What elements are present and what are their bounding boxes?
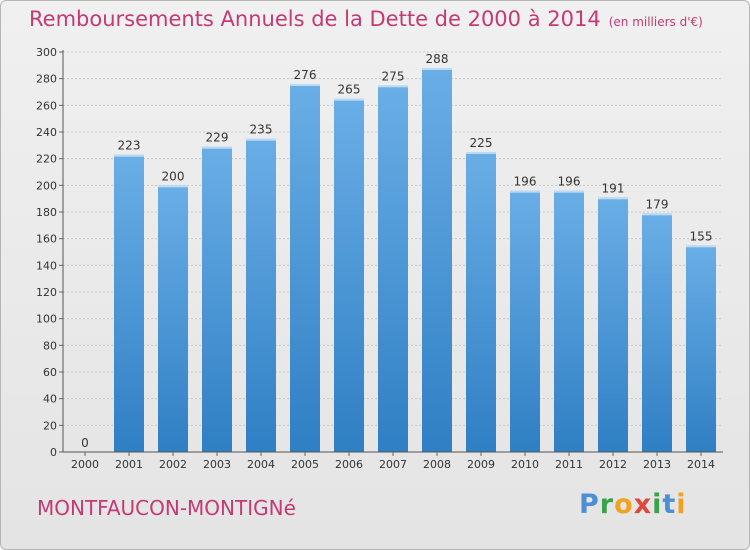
- bar-2001: [114, 154, 144, 452]
- y-tick-label: 200: [36, 179, 57, 192]
- logo-letter: r: [599, 489, 615, 520]
- proxiti-logo: Proxiti: [579, 489, 687, 520]
- x-tick-label: 2008: [423, 458, 451, 471]
- logo-letter: o: [614, 489, 634, 520]
- bar-2007: [378, 85, 408, 452]
- bar-highlight: [422, 68, 452, 70]
- y-tick-label: 240: [36, 126, 57, 139]
- logo-letter: t: [662, 489, 677, 520]
- x-tick-label: 2009: [467, 458, 495, 471]
- bar-highlight: [510, 190, 540, 193]
- x-tick-label: 2012: [599, 458, 627, 471]
- bar-2014: [686, 245, 716, 452]
- y-tick-label: 260: [36, 99, 57, 112]
- bar-highlight: [158, 185, 188, 188]
- y-tick-label: 140: [36, 259, 57, 272]
- bar-highlight: [378, 85, 408, 88]
- bar-highlight: [246, 138, 276, 141]
- bars: [114, 68, 716, 453]
- logo-letter: i: [652, 489, 663, 520]
- place-name: MONTFAUCON-MONTIGNé: [37, 496, 296, 520]
- x-tick-label: 2001: [115, 458, 143, 471]
- x-tick-label: 2014: [687, 458, 715, 471]
- logo-letter: P: [579, 489, 600, 520]
- bar-2013: [642, 213, 672, 452]
- logo-letter: i: [676, 489, 687, 520]
- data-label: 223: [118, 139, 141, 153]
- data-label: 265: [338, 83, 361, 97]
- data-label: 200: [162, 169, 185, 183]
- y-tick-label: 220: [36, 153, 57, 166]
- x-tick-label: 2000: [71, 458, 99, 471]
- y-tick-label: 0: [50, 446, 57, 459]
- y-tick-label: 160: [36, 233, 57, 246]
- y-tick-label: 120: [36, 286, 57, 299]
- bar-highlight: [290, 84, 320, 86]
- data-label: 276: [294, 68, 317, 82]
- data-label: 0: [81, 436, 89, 450]
- y-tick-label: 40: [43, 393, 57, 406]
- y-tick-label: 100: [36, 313, 57, 326]
- data-label: 225: [470, 136, 493, 150]
- y-tick-label: 20: [43, 419, 57, 432]
- bar-highlight: [642, 213, 672, 216]
- x-tick-label: 2011: [555, 458, 583, 471]
- bar-2003: [202, 146, 232, 452]
- x-tick-label: 2005: [291, 458, 319, 471]
- data-label: 155: [690, 229, 713, 243]
- data-label: 235: [250, 123, 273, 137]
- data-label: 196: [558, 175, 581, 189]
- bar-2005: [290, 84, 320, 452]
- bar-2011: [554, 190, 584, 452]
- bar-2010: [510, 190, 540, 452]
- data-label: 229: [206, 131, 229, 145]
- data-label: 179: [646, 197, 669, 211]
- data-label: 191: [602, 181, 625, 195]
- bar-highlight: [114, 154, 144, 157]
- logo-letter: x: [633, 489, 653, 520]
- bar-highlight: [466, 152, 496, 154]
- chart-title: Remboursements Annuels de la Dette de 20…: [29, 7, 703, 31]
- y-tick-label: 180: [36, 206, 57, 219]
- x-tick-label: 2003: [203, 458, 231, 471]
- bar-2002: [158, 185, 188, 453]
- data-labels: 0 223 200 229 235 276 265 275 288 225 196 196 191 179…: [81, 52, 712, 450]
- bar-2008: [422, 68, 452, 452]
- data-label: 196: [514, 175, 537, 189]
- x-tick-label: 2013: [643, 458, 671, 471]
- data-label: 275: [382, 69, 405, 83]
- x-tick-label: 2002: [159, 458, 187, 471]
- x-tick-label: 2004: [247, 458, 275, 471]
- bar-highlight: [334, 98, 364, 101]
- chart-title-unit: (en milliers d'€): [608, 15, 703, 29]
- bar-2012: [598, 197, 628, 452]
- y-tick-label: 300: [36, 46, 57, 59]
- y-tick-label: 60: [43, 366, 57, 379]
- bar-highlight: [554, 190, 584, 193]
- bar-highlight: [202, 146, 232, 149]
- bar-2004: [246, 138, 276, 452]
- bar-2006: [334, 98, 364, 453]
- bar-highlight: [686, 245, 716, 248]
- y-tick-label: 280: [36, 73, 57, 86]
- bar-2009: [466, 152, 496, 452]
- chart-title-main: Remboursements Annuels de la Dette de 20…: [29, 7, 601, 31]
- data-label: 288: [426, 52, 449, 66]
- bar-highlight: [598, 197, 628, 200]
- y-tick-label: 80: [43, 339, 57, 352]
- x-tick-label: 2010: [511, 458, 539, 471]
- x-tick-label: 2006: [335, 458, 363, 471]
- axes: 0 20 40 60 80 100 120 140 160 180 200 220 240 260 280 3…: [36, 46, 723, 471]
- x-tick-label: 2007: [379, 458, 407, 471]
